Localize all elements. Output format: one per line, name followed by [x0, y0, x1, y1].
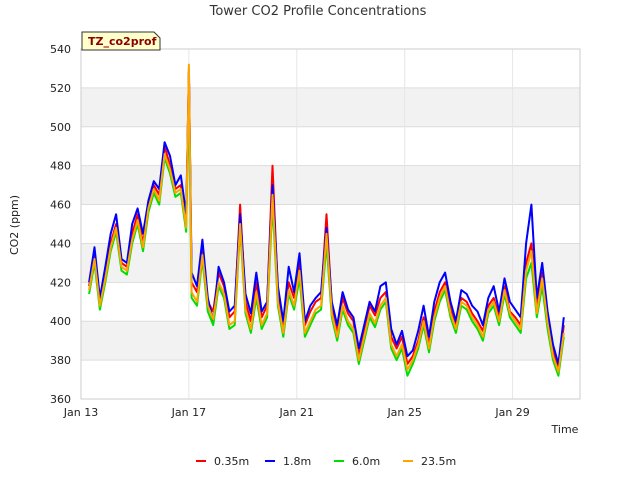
x-axis-ticks: Jan 13 Jan 17 Jan 21 Jan 25 Jan 29 [63, 406, 530, 419]
legend-label: 6.0m [352, 455, 380, 468]
x-tick-label: Jan 17 [171, 406, 206, 419]
y-tick-label: 540 [50, 43, 71, 56]
x-tick-label: Jan 21 [279, 406, 314, 419]
badge-box [81, 31, 161, 51]
y-tick-label: 480 [50, 160, 71, 173]
badge-label: TZ_co2prof [88, 35, 157, 48]
x-tick-label: Jan 29 [494, 406, 529, 419]
plot-background [81, 49, 580, 399]
y-tick-label: 380 [50, 354, 71, 367]
y-tick-label: 520 [50, 82, 71, 95]
y-axis-ticks: 360 380 400 420 440 460 480 500 520 540 [50, 43, 71, 406]
legend-label: 1.8m [283, 455, 311, 468]
series-group [88, 63, 565, 377]
x-axis-label: Time [551, 423, 579, 436]
y-tick-label: 500 [50, 121, 71, 134]
x-tick-label: Jan 25 [386, 406, 421, 419]
plot-border [80, 48, 581, 400]
y-tick-label: 400 [50, 315, 71, 328]
y-tick-label: 420 [50, 276, 71, 289]
series-line-23.5m [88, 63, 565, 373]
chart-title: Tower CO2 Profile Concentrations [209, 4, 427, 19]
y-tick-label: 360 [50, 393, 71, 406]
y-axis-label: CO2 (ppm) [8, 195, 21, 255]
plot-band [81, 321, 580, 361]
legend-label: 23.5m [421, 455, 456, 468]
plot-band [81, 87, 580, 127]
plot-band [81, 165, 580, 205]
legend: 0.35m 1.8m 6.0m 23.5m [196, 455, 456, 468]
x-tick-label: Jan 13 [63, 406, 98, 419]
badge: TZ_co2prof [81, 31, 161, 51]
y-tick-label: 460 [50, 199, 71, 212]
legend-label: 0.35m [214, 455, 249, 468]
y-tick-label: 440 [50, 237, 71, 250]
